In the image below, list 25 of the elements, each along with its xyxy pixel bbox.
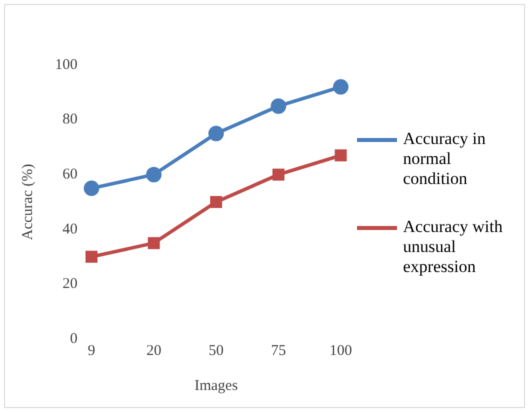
- point: [272, 168, 284, 181]
- y-tick-label: 20: [62, 276, 78, 292]
- x-tick-label: 9: [88, 342, 96, 359]
- point: [146, 166, 162, 182]
- point: [334, 149, 347, 162]
- x-tick-label: 75: [270, 342, 286, 359]
- point: [270, 98, 286, 114]
- y-tick-label: 40: [62, 221, 78, 238]
- y-tick-label: 0: [70, 330, 78, 347]
- x-tick-label: 100: [330, 342, 352, 359]
- point: [208, 126, 224, 142]
- point: [333, 79, 348, 95]
- legend-label: Accuracy in normal condition: [403, 129, 487, 189]
- y-tick-label: 60: [62, 166, 78, 183]
- legend-label: Accuracy with unusual expression: [403, 217, 504, 277]
- x-tick-label: 50: [208, 342, 224, 359]
- y-tick-label: 100: [55, 56, 78, 73]
- x-axis-title: Images: [194, 378, 238, 394]
- y-tick-label: 80: [62, 112, 78, 128]
- x-tick-label: 20: [146, 342, 162, 359]
- point: [148, 237, 160, 250]
- point: [84, 180, 100, 196]
- y-axis-title: Accurac (%): [20, 164, 36, 240]
- point: [86, 250, 98, 263]
- point: [210, 196, 222, 208]
